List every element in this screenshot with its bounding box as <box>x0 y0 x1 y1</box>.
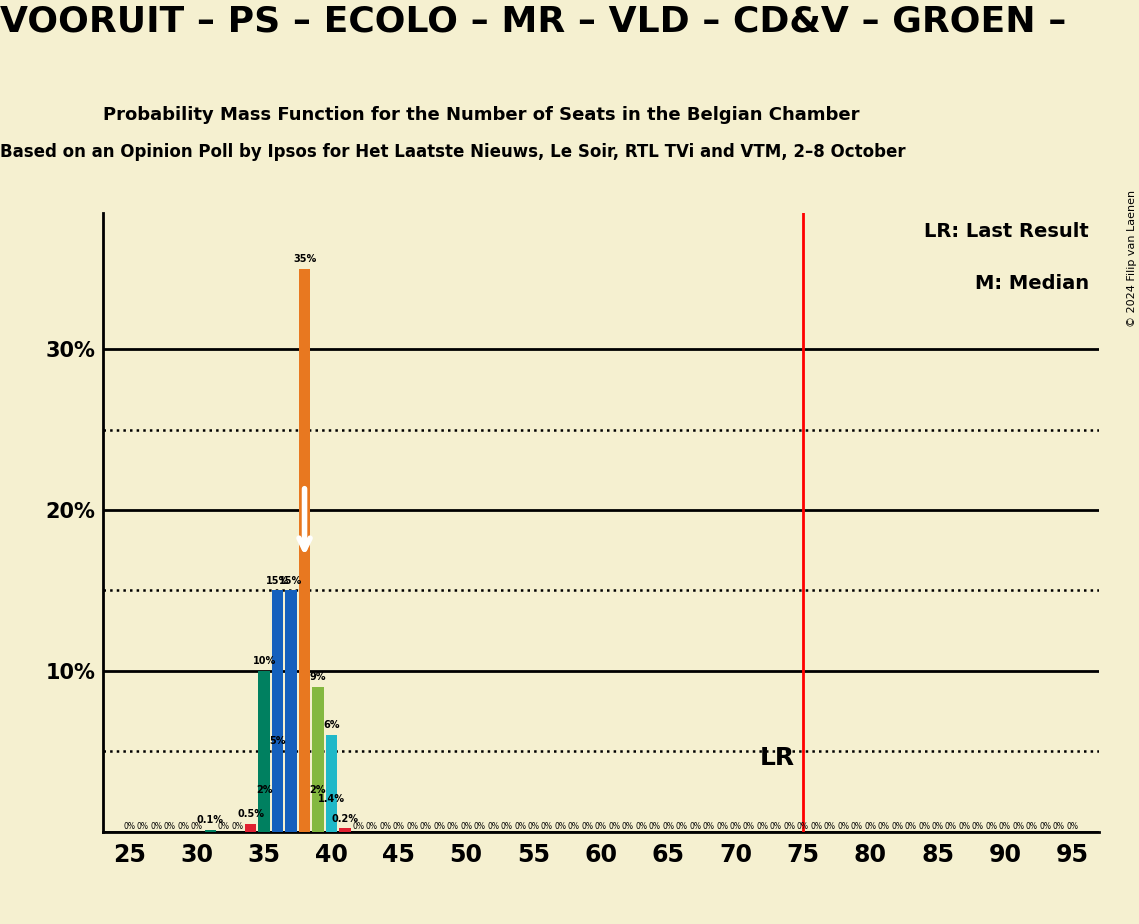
Text: 0%: 0% <box>756 821 769 831</box>
Text: 0%: 0% <box>958 821 970 831</box>
Text: 15%: 15% <box>279 576 303 586</box>
Text: 0%: 0% <box>474 821 485 831</box>
Text: 0%: 0% <box>985 821 998 831</box>
Text: LR: LR <box>760 747 795 771</box>
Text: 0%: 0% <box>500 821 513 831</box>
Text: 0%: 0% <box>649 821 661 831</box>
Bar <box>339 829 351 832</box>
Bar <box>312 687 323 832</box>
Text: 0%: 0% <box>810 821 822 831</box>
Text: 0%: 0% <box>675 821 688 831</box>
Text: 0%: 0% <box>420 821 432 831</box>
Text: 0%: 0% <box>191 821 203 831</box>
Bar <box>312 799 323 832</box>
Text: 0.1%: 0.1% <box>197 815 223 825</box>
Text: 0%: 0% <box>1066 821 1079 831</box>
Text: 0%: 0% <box>595 821 607 831</box>
Text: M: Median: M: Median <box>975 274 1089 294</box>
Text: 0%: 0% <box>231 821 244 831</box>
Text: © 2024 Filip van Laenen: © 2024 Filip van Laenen <box>1126 190 1137 327</box>
Text: 0%: 0% <box>851 821 862 831</box>
Text: 0%: 0% <box>662 821 674 831</box>
Bar <box>298 269 310 832</box>
Text: 0%: 0% <box>487 821 499 831</box>
Text: 5%: 5% <box>269 736 286 747</box>
Text: 0%: 0% <box>1026 821 1038 831</box>
Text: 0%: 0% <box>865 821 876 831</box>
Text: 0%: 0% <box>703 821 714 831</box>
Bar <box>326 736 337 832</box>
Bar <box>286 590 297 832</box>
Text: 0%: 0% <box>581 821 593 831</box>
Bar <box>272 590 284 832</box>
Text: 0%: 0% <box>770 821 781 831</box>
Text: 0%: 0% <box>945 821 957 831</box>
Text: 6%: 6% <box>323 721 339 730</box>
Text: 0%: 0% <box>729 821 741 831</box>
Text: 0%: 0% <box>123 821 136 831</box>
Text: 0%: 0% <box>407 821 418 831</box>
Text: 0%: 0% <box>1039 821 1051 831</box>
Text: 0%: 0% <box>797 821 809 831</box>
Text: 0%: 0% <box>837 821 850 831</box>
Text: 0%: 0% <box>527 821 540 831</box>
Text: 35%: 35% <box>293 254 317 264</box>
Bar <box>205 830 216 832</box>
Text: 0%: 0% <box>716 821 728 831</box>
Text: 0%: 0% <box>743 821 755 831</box>
Bar <box>259 671 270 832</box>
Text: 0%: 0% <box>823 821 836 831</box>
Text: 15%: 15% <box>267 576 289 586</box>
Text: 0.2%: 0.2% <box>331 813 359 823</box>
Text: 0%: 0% <box>918 821 931 831</box>
Text: 1.4%: 1.4% <box>318 795 345 804</box>
Text: 0%: 0% <box>784 821 795 831</box>
Text: 0%: 0% <box>541 821 552 831</box>
Text: 0%: 0% <box>555 821 566 831</box>
Text: 0%: 0% <box>689 821 702 831</box>
Text: VOORUIT – PS – ECOLO – MR – VLD – CD&V – GROEN –: VOORUIT – PS – ECOLO – MR – VLD – CD&V –… <box>0 5 1066 39</box>
Text: 0.5%: 0.5% <box>237 808 264 819</box>
Text: 0%: 0% <box>379 821 392 831</box>
Text: 0%: 0% <box>878 821 890 831</box>
Text: Based on an Opinion Poll by Ipsos for Het Laatste Nieuws, Le Soir, RTL TVi and V: Based on an Opinion Poll by Ipsos for He… <box>0 143 906 161</box>
Text: 0%: 0% <box>932 821 943 831</box>
Text: 9%: 9% <box>310 672 326 682</box>
Text: 0%: 0% <box>137 821 149 831</box>
Text: 0%: 0% <box>972 821 984 831</box>
Text: 0%: 0% <box>164 821 175 831</box>
Text: 0%: 0% <box>433 821 445 831</box>
Bar <box>259 799 270 832</box>
Text: 0%: 0% <box>622 821 633 831</box>
Bar <box>272 751 284 832</box>
Bar <box>326 809 337 832</box>
Text: 2%: 2% <box>310 784 326 795</box>
Text: 0%: 0% <box>178 821 189 831</box>
Text: 0%: 0% <box>568 821 580 831</box>
Text: 0%: 0% <box>1052 821 1065 831</box>
Text: 0%: 0% <box>446 821 459 831</box>
Text: 0%: 0% <box>514 821 526 831</box>
Text: 0%: 0% <box>393 821 404 831</box>
Text: 0%: 0% <box>999 821 1010 831</box>
Bar <box>245 823 256 832</box>
Text: 10%: 10% <box>253 656 276 666</box>
Text: 0%: 0% <box>218 821 230 831</box>
Text: 0%: 0% <box>460 821 473 831</box>
Text: 0%: 0% <box>366 821 378 831</box>
Text: 0%: 0% <box>150 821 163 831</box>
Text: 0%: 0% <box>891 821 903 831</box>
Text: 0%: 0% <box>352 821 364 831</box>
Text: 2%: 2% <box>256 784 272 795</box>
Text: 0%: 0% <box>1013 821 1024 831</box>
Text: 0%: 0% <box>904 821 917 831</box>
Text: Probability Mass Function for the Number of Seats in the Belgian Chamber: Probability Mass Function for the Number… <box>103 106 859 124</box>
Text: LR: Last Result: LR: Last Result <box>925 222 1089 241</box>
Text: 0%: 0% <box>608 821 621 831</box>
Text: 0%: 0% <box>636 821 647 831</box>
